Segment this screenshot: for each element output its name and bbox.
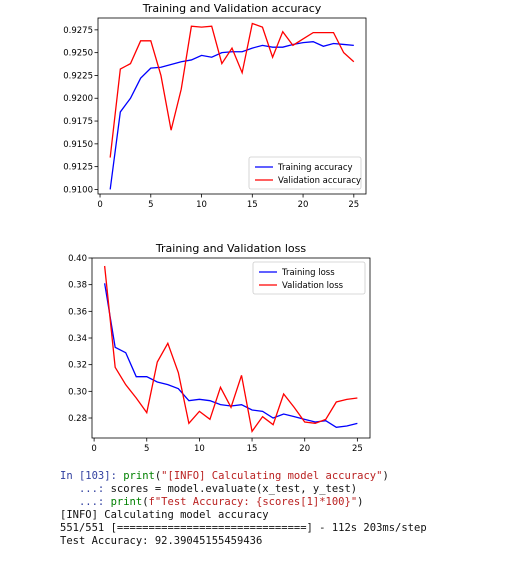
- legend-label-2: Validation accuracy: [278, 176, 361, 186]
- print-keyword: print: [123, 470, 155, 482]
- legend-box: [252, 261, 366, 295]
- y-tick-label: 0.40: [68, 254, 87, 264]
- loss-chart: Training and Validation loss 0 5 10 15 20 25 0.…: [68, 242, 371, 453]
- console-input-line-3: ...: print(f"Test Accuracy: {scores[1]*1…: [60, 496, 364, 508]
- series-line-1: [109, 41, 354, 190]
- y-tick-label: 0.9100: [63, 185, 93, 195]
- x-tick-label: 5: [144, 444, 149, 453]
- console-input-line-1: In [103]: print("[INFO] Calculating mode…: [60, 470, 389, 482]
- chart-title: Training and Validation accuracy: [142, 2, 322, 15]
- string-literal: "[INFO] Calculating model accuracy": [161, 470, 383, 482]
- console-output: In [103]: print("[INFO] Calculating mode…: [60, 470, 500, 548]
- x-tick-label: 20: [298, 200, 309, 210]
- legend-label-1: Training loss: [281, 268, 335, 278]
- y-tick-label: 0.9275: [63, 26, 93, 36]
- x-tick-label: 25: [348, 200, 359, 210]
- series-line-2: [103, 265, 358, 433]
- y-tick-label: 0.30: [68, 387, 87, 397]
- print-keyword: print: [110, 496, 143, 508]
- series-line-2: [109, 22, 355, 158]
- input-prompt: In [103]:: [60, 470, 117, 482]
- code-text: scores = model.evaluate(x_test, y_test): [110, 483, 358, 495]
- legend-label-1: Training accuracy: [277, 163, 353, 173]
- y-tick-label: 0.9200: [63, 94, 93, 104]
- y-tick-label: 0.38: [68, 281, 87, 291]
- x-tick-label: 10: [194, 444, 205, 453]
- y-tick-label: 0.34: [68, 334, 87, 344]
- y-tick-label: 0.9125: [63, 163, 93, 173]
- x-tick-label: 0: [91, 444, 96, 453]
- x-tick-label: 10: [196, 200, 207, 210]
- y-tick-label: 0.9175: [63, 117, 93, 127]
- continuation-prompt: ...:: [60, 496, 105, 508]
- y-tick-label: 0.36: [68, 307, 87, 317]
- console-input-line-2: ...: scores = model.evaluate(x_test, y_t…: [60, 483, 500, 496]
- y-tick-label: 0.32: [68, 361, 87, 371]
- y-tick-label: 0.28: [68, 414, 87, 424]
- console-output-line-3: Test Accuracy: 92.39045155459436: [60, 535, 263, 547]
- legend-box: [248, 156, 362, 190]
- console-output-line-1: [INFO] Calculating model accuracy: [60, 509, 269, 521]
- x-tick-label: 15: [247, 200, 258, 210]
- x-tick-label: 0: [97, 200, 102, 210]
- y-tick-label: 0.9250: [63, 49, 93, 59]
- continuation-prompt: ...:: [60, 483, 105, 495]
- x-tick-label: 5: [148, 200, 153, 210]
- accuracy-chart: Training and Validation accuracy 0 5 10 15 20…: [63, 2, 367, 210]
- x-tick-label: 15: [247, 444, 258, 453]
- console-output-line-2: 551/551 [==============================]…: [60, 522, 427, 534]
- x-tick-label: 20: [299, 444, 310, 453]
- string-literal: f"Test Accuracy: {scores[1]*100}": [148, 496, 358, 508]
- x-tick-label: 25: [352, 444, 363, 453]
- legend-label-2: Validation loss: [282, 281, 344, 291]
- y-tick-label: 0.9225: [63, 71, 93, 81]
- plot-frame: [97, 17, 367, 195]
- plot-frame: [91, 257, 371, 439]
- y-tick-label: 0.9150: [63, 140, 93, 150]
- chart-title: Training and Validation loss: [155, 242, 306, 255]
